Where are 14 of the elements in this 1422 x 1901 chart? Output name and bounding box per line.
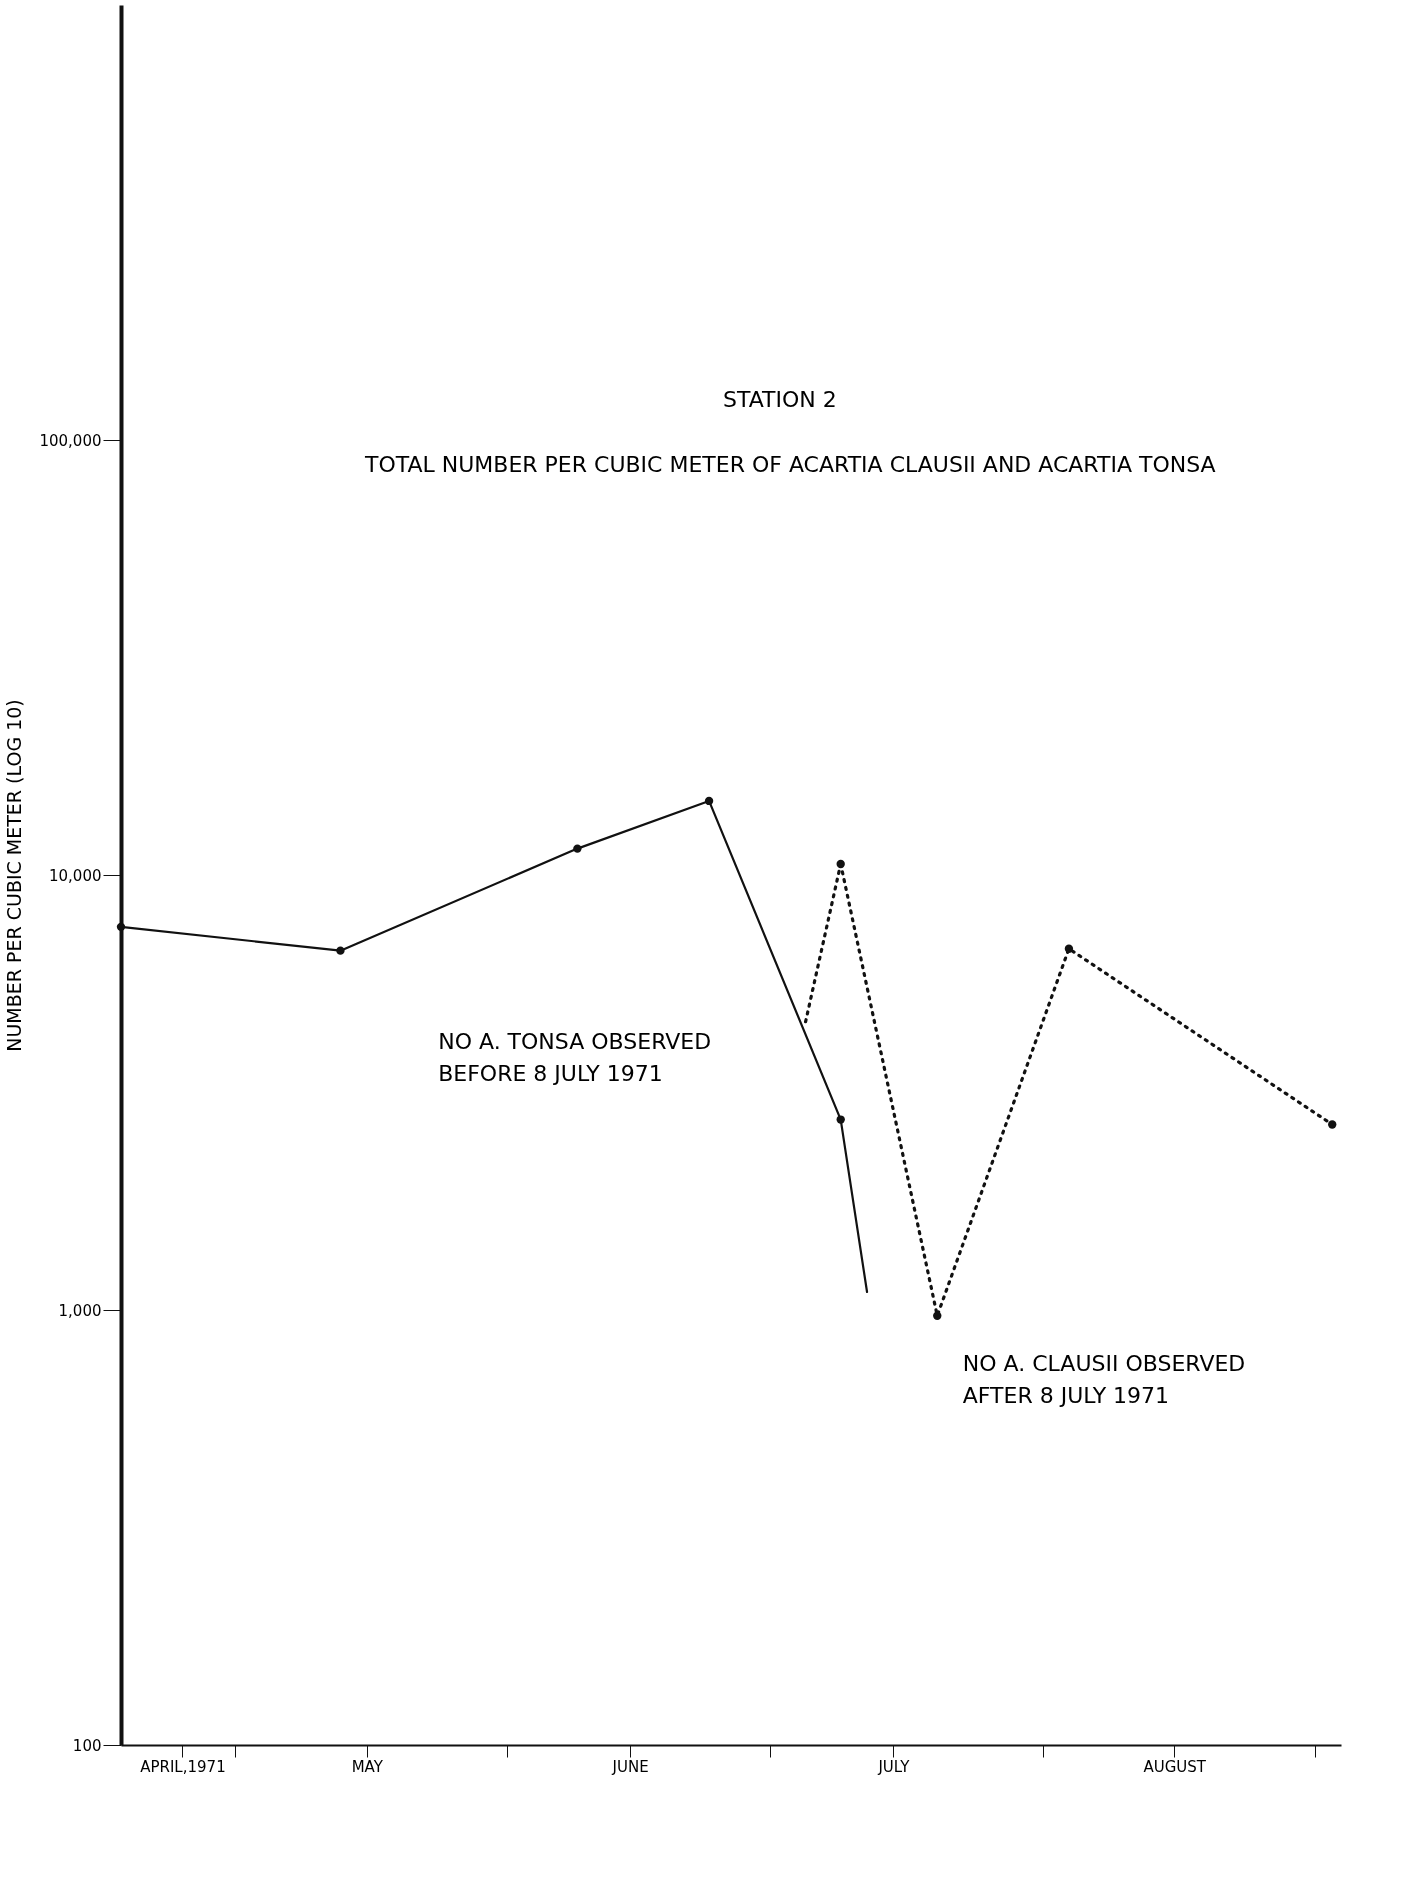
y-tick-label: 1,000 [58,1301,102,1320]
x-tick-label: AUGUST [1143,1757,1207,1776]
x-tick-label: JULY [877,1757,911,1776]
y-tick-label: 100,000 [39,431,102,450]
y-tick-label: 10,000 [49,866,102,885]
x-tick-label: APRIL,1971 [140,1757,226,1776]
text: STATION 2 [722,387,837,412]
y-axis-title: NUMBER PER CUBIC METER (LOG 10) [3,699,26,1052]
annotation: NO A. TONSA OBSERVED BEFORE 8 JULY 1971 [438,1028,712,1086]
y-tick-label: 100 [72,1736,102,1755]
x-tick-label: MAY [351,1757,384,1776]
x-tick-label: JUNE [611,1757,649,1776]
text: TOTAL NUMBER PER CUBIC METER OF ACARTIA CLAUSII AND ACARTIA TONSA [364,452,1216,477]
annotation: NO A. CLAUSII OBSERVED AFTER 8 JULY 1971 [962,1350,1246,1408]
